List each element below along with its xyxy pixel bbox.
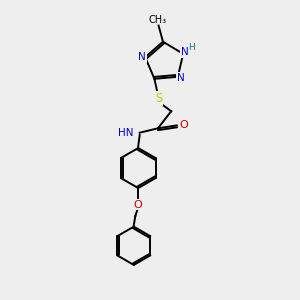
Text: H: H bbox=[188, 44, 195, 52]
Text: N: N bbox=[177, 73, 185, 83]
Text: HN: HN bbox=[118, 128, 133, 138]
Text: O: O bbox=[134, 200, 142, 210]
Text: S: S bbox=[155, 92, 162, 105]
Text: O: O bbox=[179, 120, 188, 130]
Text: N: N bbox=[181, 47, 188, 57]
Text: CH₃: CH₃ bbox=[148, 15, 166, 25]
Text: N: N bbox=[138, 52, 146, 62]
